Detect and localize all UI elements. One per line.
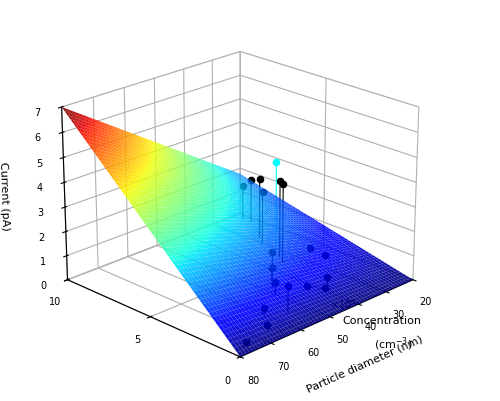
Text: Concentration: Concentration: [342, 316, 421, 326]
X-axis label: Particle diameter (nm): Particle diameter (nm): [305, 334, 424, 394]
Text: (cm$^{-3}$): (cm$^{-3}$): [374, 334, 412, 352]
Text: $\times10^5$: $\times10^5$: [330, 296, 356, 310]
